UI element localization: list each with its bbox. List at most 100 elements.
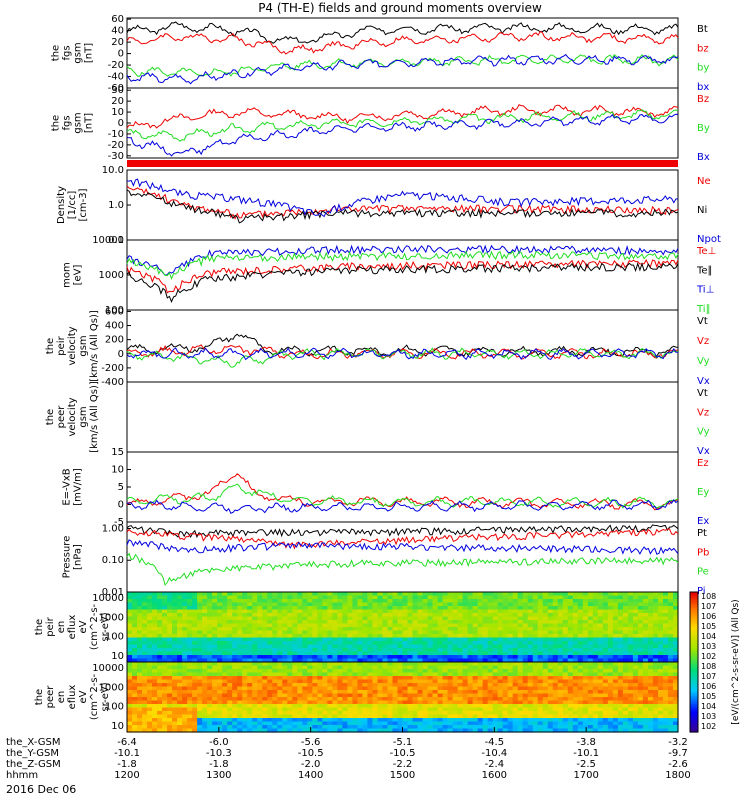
spectrogram-cell [517, 616, 524, 621]
spectrogram-cell [537, 637, 544, 642]
spectrogram-cell [292, 714, 298, 719]
y-axis-label: the [51, 115, 62, 131]
spectrogram-cell [607, 697, 614, 702]
spectrogram-cell [222, 637, 228, 642]
spectrogram-cell [492, 697, 499, 702]
spectrogram-cell [202, 613, 208, 618]
legend-label: Vx [697, 446, 710, 457]
spectrogram-cell [522, 686, 529, 691]
spectrogram-cell [577, 630, 584, 635]
spectrogram-cell [632, 644, 639, 649]
spectrogram-cell [257, 725, 263, 730]
spectrogram-cell [327, 644, 333, 649]
spectrogram-cell [617, 690, 624, 695]
x-tick-label: -2.4 [485, 759, 505, 770]
spectrogram-cell [267, 613, 273, 618]
spectrogram-cell [382, 648, 389, 653]
spectrogram-cell [517, 697, 524, 702]
spectrogram-cell [137, 613, 143, 618]
spectrogram-cell [632, 700, 639, 705]
spectrogram-cell [467, 707, 474, 712]
spectrogram-cell [672, 693, 679, 698]
spectrogram-cell [262, 669, 268, 674]
spectrogram-cell [582, 728, 589, 733]
spectrogram-cell [187, 609, 193, 614]
spectrogram-cell [402, 676, 409, 681]
spectrogram-cell [272, 725, 278, 730]
x-tick-label: -9.7 [668, 748, 688, 759]
spectrogram-cell [482, 714, 489, 719]
y-tick-label: 100 [105, 632, 124, 643]
colorbar-cell [690, 598, 698, 601]
spectrogram-cell [592, 683, 599, 688]
spectrogram-cell [442, 686, 449, 691]
colorbar-cell [690, 688, 698, 691]
x-tick-label: -10.4 [481, 748, 507, 759]
spectrogram-cell [612, 714, 619, 719]
spectrogram-cell [547, 676, 554, 681]
spectrogram-cell [452, 669, 459, 674]
spectrogram-cell [347, 623, 354, 628]
spectrogram-cell [367, 672, 374, 677]
spectrogram-cell [257, 644, 263, 649]
spectrogram-cell [377, 644, 384, 649]
spectrogram-cell [592, 616, 599, 621]
spectrogram-cell [572, 623, 579, 628]
spectrogram-cell [617, 686, 624, 691]
spectrogram-cell [387, 721, 394, 726]
spectrogram-cell [407, 679, 414, 684]
spectrogram-cell [502, 630, 509, 635]
spectrogram-cell [197, 721, 203, 726]
spectrogram-cell [182, 669, 188, 674]
spectrogram-cell [227, 718, 233, 723]
spectrogram-cell [167, 728, 173, 733]
spectrogram-cell [262, 693, 268, 698]
spectrogram-cell [417, 609, 424, 614]
spectrogram-cell [152, 728, 158, 733]
spectrogram-cell [342, 658, 348, 663]
spectrogram-cell [357, 714, 364, 719]
spectrogram-cell [537, 665, 544, 670]
spectrogram-cell [492, 725, 499, 730]
spectrogram-cell [587, 686, 594, 691]
spectrogram-cell [142, 630, 148, 635]
spectrogram-cell [602, 592, 609, 597]
spectrogram-cell [652, 599, 659, 604]
spectrogram-cell [272, 697, 278, 702]
spectrogram-cell [512, 637, 519, 642]
spectrogram-cell [632, 718, 639, 723]
spectrogram-cell [387, 707, 394, 712]
spectrogram-cell [292, 658, 298, 663]
spectrogram-cell [142, 725, 148, 730]
spectrogram-cell [457, 602, 464, 607]
spectrogram-cell [632, 676, 639, 681]
spectrogram-cell [167, 648, 173, 653]
spectrogram-cell [627, 641, 634, 646]
spectrogram-cell [477, 662, 484, 667]
spectrogram-cell [392, 728, 399, 733]
spectrogram-cell [207, 669, 213, 674]
spectrogram-cell [392, 672, 399, 677]
spectrogram-cell [152, 725, 158, 730]
spectrogram-cell [542, 728, 549, 733]
spectrogram-cell [417, 683, 424, 688]
spectrogram-cell [462, 707, 469, 712]
spectrogram-cell [167, 606, 173, 611]
spectrogram-cell [547, 613, 554, 618]
spectrogram-cell [477, 592, 484, 597]
spectrogram-cell [297, 651, 303, 656]
spectrogram-cell [402, 686, 409, 691]
spectrogram-cell [317, 662, 323, 667]
y-axis-label: the [34, 619, 45, 635]
spectrogram-cell [537, 683, 544, 688]
spectrogram-cell [352, 658, 359, 663]
spectrogram-cell [372, 623, 379, 628]
spectrogram-cell [532, 707, 539, 712]
spectrogram-cell [257, 711, 263, 716]
spectrogram-cell [592, 728, 599, 733]
spectrogram-cell [327, 721, 333, 726]
spectrogram-cell [512, 704, 519, 709]
spectrogram-cell [457, 623, 464, 628]
spectrogram-cell [447, 627, 454, 632]
spectrogram-cell [167, 725, 173, 730]
